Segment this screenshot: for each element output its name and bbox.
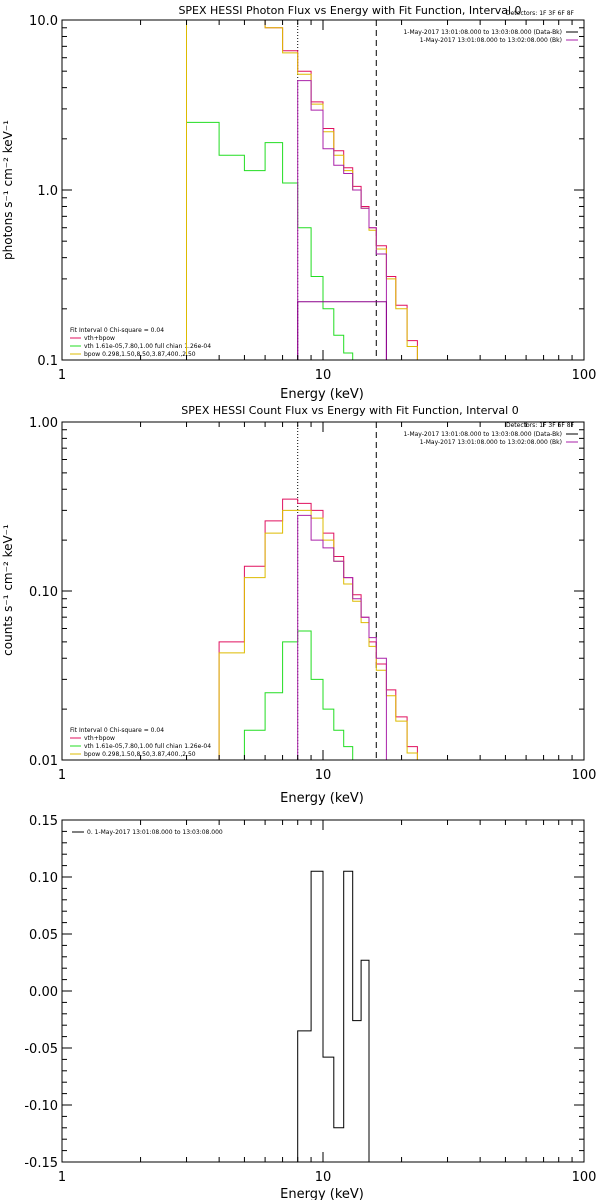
- legend-entry: Fit Interval 0 Chi-square = 0.04: [70, 727, 164, 734]
- count-flux-panel: SPEX HESSI Count Flux vs Energy with Fit…: [1, 404, 597, 806]
- series-bpow: [218, 509, 418, 760]
- residuals-panel-xlabel: Energy (keV): [280, 1187, 364, 1200]
- legend-entry: 1-May-2017 13:01:08.000 to 13:03:08.000 …: [403, 29, 562, 36]
- legend-entry: vth+bpow: [84, 335, 115, 342]
- x-tick-label: 100: [572, 1170, 597, 1185]
- y-tick-label: 0.01: [29, 754, 58, 769]
- x-tick-label: 100: [572, 768, 597, 783]
- x-tick-label: 1: [58, 768, 66, 783]
- series-residuals: [297, 870, 370, 1162]
- legend-entry: 1-May-2017 13:01:08.000 to 13:03:08.000 …: [403, 431, 562, 438]
- series-vth: [243, 630, 354, 760]
- legend-entry: 1-May-2017 13:01:08.000 to 13:02:08.000 …: [420, 439, 562, 446]
- plot-area: [186, 20, 418, 360]
- x-tick-label: 100: [572, 368, 597, 383]
- plot-area: [218, 422, 418, 760]
- x-tick-label: 1: [58, 1170, 66, 1185]
- legend-entry: 0. 1-May-2017 13:01:08.000 to 13:03:08.0…: [87, 829, 223, 836]
- legend-entry: 1-May-2017 13:01:08.000 to 13:02:08.000 …: [420, 37, 562, 44]
- series-data-bk: [297, 80, 387, 360]
- series-bk: [297, 301, 387, 360]
- series-bpow: [186, 20, 418, 360]
- y-tick-label: 0.10: [29, 585, 58, 600]
- y-tick-label: -0.05: [24, 1042, 58, 1057]
- plot-area: [297, 870, 370, 1162]
- photon-legend-top-right: 1-May-2017 13:01:08.000 to 13:03:08.000 …: [403, 29, 578, 44]
- series-vth-bpow: [218, 498, 418, 760]
- series-vth-bpow: [186, 20, 418, 360]
- count-detectors-label: Detectors: 1F 3F 6F 8F: [506, 422, 575, 429]
- series-vth: [186, 121, 354, 360]
- y-tick-label: 1.0: [37, 184, 58, 199]
- y-tick-label: -0.15: [24, 1156, 58, 1171]
- x-tick-label: 10: [315, 1170, 332, 1185]
- x-tick-label: 1: [58, 368, 66, 383]
- x-tick-label: 10: [315, 368, 332, 383]
- photon-flux-panel: SPEX HESSI Photon Flux vs Energy with Fi…: [1, 4, 597, 402]
- y-tick-label: 1.00: [29, 416, 58, 431]
- y-tick-label: 0.10: [29, 871, 58, 886]
- count-legend-bottom-left: Fit Interval 0 Chi-square = 0.04vth+bpow…: [70, 727, 211, 758]
- count-panel-ylabel: counts s⁻¹ cm⁻² keV⁻¹: [1, 524, 15, 656]
- y-tick-label: 0.1: [37, 354, 58, 369]
- y-tick-label: 0.00: [29, 985, 58, 1000]
- residuals-panel: Energy (keV) 0. 1-May-2017 13:01:08.000 …: [24, 814, 596, 1200]
- photon-panel-xlabel: Energy (keV): [280, 387, 364, 402]
- legend-entry: bpow 0.298,1.50,8.50,3.87,400.,2.50: [84, 751, 196, 758]
- x-tick-label: 10: [315, 768, 332, 783]
- legend-entry: vth+bpow: [84, 735, 115, 742]
- legend-entry: vth 1.61e-05,7.80,1.00 full chian 1.26e-…: [84, 343, 211, 350]
- series-data-bk: [297, 514, 387, 760]
- photon-panel-ylabel: photons s⁻¹ cm⁻² keV⁻¹: [1, 120, 15, 260]
- photon-panel-title: SPEX HESSI Photon Flux vs Energy with Fi…: [178, 4, 521, 17]
- photon-legend-bottom-left: Fit Interval 0 Chi-square = 0.04vth+bpow…: [70, 327, 211, 358]
- count-panel-xlabel: Energy (keV): [280, 791, 364, 806]
- legend-entry: bpow 0.298,1.50,8.50,3.87,400.,2.50: [84, 351, 196, 358]
- y-tick-label: -0.10: [24, 1099, 58, 1114]
- residuals-legend: 0. 1-May-2017 13:01:08.000 to 13:03:08.0…: [72, 829, 223, 836]
- count-legend-top-right: 1-May-2017 13:01:08.000 to 13:03:08.000 …: [403, 431, 578, 446]
- legend-entry: Fit Interval 0 Chi-square = 0.04: [70, 327, 164, 334]
- photon-detectors-label: Detectors: 1F 3F 6F 8F: [506, 10, 575, 17]
- y-tick-label: 10.0: [29, 14, 58, 29]
- y-tick-label: 0.15: [29, 814, 58, 829]
- y-tick-label: 0.05: [29, 928, 58, 943]
- legend-entry: vth 1.61e-05,7.80,1.00 full chian 1.26e-…: [84, 743, 211, 750]
- count-panel-title: SPEX HESSI Count Flux vs Energy with Fit…: [181, 404, 518, 417]
